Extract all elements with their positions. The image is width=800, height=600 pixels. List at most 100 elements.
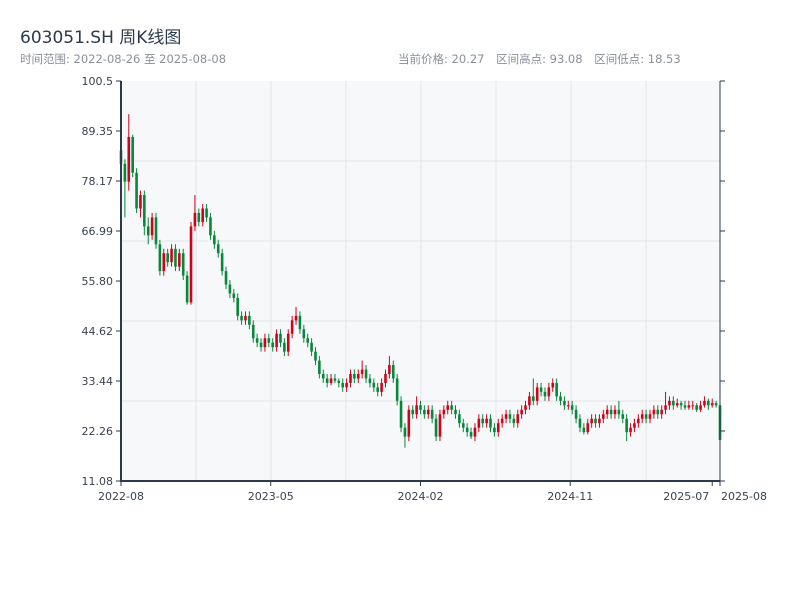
candle-down	[236, 297, 239, 316]
candle-up	[668, 400, 671, 406]
candle-up	[516, 414, 520, 424]
candle-up	[356, 373, 360, 379]
candle-up	[675, 403, 679, 406]
candle-up	[407, 409, 411, 437]
candle-up	[590, 418, 593, 424]
candle-down	[341, 382, 345, 388]
candle-down	[255, 338, 259, 343]
candle-up	[660, 409, 663, 415]
candle-down	[423, 409, 426, 415]
candle-down	[146, 226, 150, 236]
candle-down	[512, 418, 516, 424]
candle-up	[504, 414, 508, 419]
candle-down	[391, 365, 395, 379]
candle-down	[251, 324, 255, 339]
chart-title: 603051.SH 周K线图	[20, 28, 182, 48]
candle-up	[139, 195, 142, 209]
candle-down	[707, 400, 710, 406]
candle-down	[679, 403, 683, 406]
candle-up	[652, 409, 656, 415]
candle-down	[531, 396, 535, 401]
y-tick-label: 11.08	[82, 475, 114, 488]
candle-down	[298, 315, 302, 330]
candle-down	[594, 418, 597, 424]
candle-down	[267, 338, 271, 343]
candle-up	[178, 253, 181, 267]
candle-down	[578, 418, 582, 428]
candle-up	[426, 409, 430, 415]
candle-down	[508, 414, 512, 419]
candle-down	[395, 378, 399, 401]
candle-down	[181, 253, 185, 276]
candle-down	[310, 342, 313, 352]
candle-down	[399, 400, 403, 428]
candle-up	[127, 136, 131, 182]
candle-up	[528, 396, 531, 406]
candle-up	[477, 418, 481, 428]
candle-down	[185, 275, 189, 303]
period-high: 区间高点: 93.08	[496, 52, 583, 66]
candle-down	[364, 369, 368, 379]
candle-up	[633, 423, 636, 428]
candle-down	[166, 253, 169, 263]
candle-up	[360, 369, 364, 374]
candle-down	[325, 378, 329, 383]
candle-down	[314, 351, 317, 361]
candle-up	[442, 409, 446, 415]
y-tick-label: 22.26	[82, 425, 114, 438]
candle-up	[193, 212, 197, 227]
candle-down	[158, 244, 162, 272]
x-tick-label: 2023-05	[248, 490, 294, 503]
candle-down	[574, 409, 578, 419]
candle-up	[567, 405, 570, 407]
y-tick-label: 33.44	[82, 375, 114, 388]
candle-down	[318, 360, 321, 374]
candle-down	[555, 382, 558, 397]
candle-up	[703, 400, 706, 406]
candle-up	[547, 387, 551, 397]
candle-down	[481, 418, 485, 424]
candle-up	[640, 414, 644, 419]
candle-down	[656, 409, 660, 415]
candle-down	[559, 396, 562, 401]
candle-down	[248, 315, 251, 325]
candle-up	[598, 418, 601, 424]
y-tick-label: 78.17	[82, 175, 114, 188]
candle-down	[582, 427, 586, 433]
candle-up	[629, 427, 632, 433]
date-range-label: 时间范围: 2022-08-26 至 2025-08-08	[20, 52, 227, 66]
candle-up	[637, 418, 640, 424]
candle-up	[485, 418, 488, 424]
candle-down	[411, 409, 415, 415]
candle-down	[197, 212, 201, 222]
candle-down	[353, 373, 356, 379]
candle-down	[135, 172, 138, 209]
candle-down	[617, 409, 621, 415]
candle-up	[648, 414, 652, 419]
candle-down	[220, 253, 224, 272]
y-tick-label: 100.5	[82, 75, 114, 88]
candle-up	[201, 208, 204, 222]
candle-down	[337, 380, 341, 383]
candle-up	[294, 315, 298, 321]
candle-up	[345, 382, 348, 388]
candle-down	[419, 405, 422, 410]
candle-down	[333, 378, 337, 381]
candle-down	[403, 427, 407, 437]
candle-down	[434, 418, 438, 437]
candle-down	[131, 136, 134, 173]
candle-up	[699, 405, 702, 410]
candle-down	[458, 414, 461, 424]
candle-up	[263, 338, 267, 348]
candle-down	[154, 217, 158, 245]
candle-down	[672, 400, 675, 406]
candle-down	[454, 409, 457, 415]
candle-down	[213, 235, 216, 245]
candle-down	[714, 403, 718, 406]
candle-up	[349, 373, 352, 383]
candle-down	[644, 414, 648, 419]
candle-up	[520, 409, 523, 415]
candle-up	[524, 405, 527, 410]
candle-up	[473, 427, 477, 437]
